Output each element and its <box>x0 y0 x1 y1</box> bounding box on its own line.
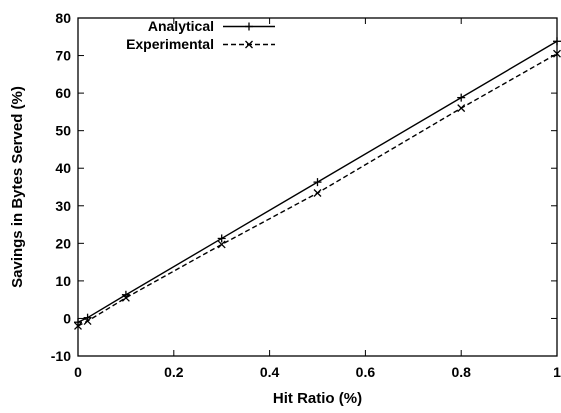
plot-frame <box>77 17 558 357</box>
x-tick-label: 0.4 <box>260 364 280 380</box>
y-tick-label: 20 <box>55 235 71 251</box>
y-axis-label: Savings in Bytes Served (%) <box>9 86 26 288</box>
data-point-experimental <box>83 317 92 326</box>
y-tick-label: 0 <box>63 310 71 326</box>
legend-label-experimental: Experimental <box>126 36 214 52</box>
x-tick-label: 0.6 <box>356 364 376 380</box>
x-tick-label: 0.2 <box>164 364 184 380</box>
x-tick-label: 0.8 <box>451 364 471 380</box>
data-point-experimental <box>217 240 226 249</box>
legend: Analytical Experimental <box>126 18 275 52</box>
y-tick-label: 10 <box>55 273 71 289</box>
data-point-experimental <box>457 104 466 113</box>
data-point-analytical <box>457 93 466 102</box>
data-point-experimental <box>121 293 130 302</box>
x-axis-label: Hit Ratio (%) <box>273 390 362 407</box>
plot-series <box>74 37 561 330</box>
legend-marker-experimental <box>245 40 253 49</box>
data-point-analytical <box>313 178 322 187</box>
y-tick-label: 60 <box>55 85 71 101</box>
series-line-experimental <box>77 53 558 327</box>
x-tick-label: 0 <box>74 364 82 380</box>
x-tick-label: 1 <box>553 364 561 380</box>
data-point-experimental <box>313 189 322 197</box>
y-tick-label: -10 <box>51 348 71 364</box>
data-point-analytical <box>217 234 226 243</box>
legend-marker-analytical <box>245 22 253 31</box>
y-tick-label: 80 <box>55 10 71 26</box>
legend-label-analytical: Analytical <box>148 18 214 34</box>
y-tick-label: 30 <box>55 198 71 214</box>
y-tick-label: 50 <box>55 123 71 139</box>
y-tick-label: 70 <box>55 48 71 64</box>
y-tick-label: 40 <box>55 160 71 176</box>
